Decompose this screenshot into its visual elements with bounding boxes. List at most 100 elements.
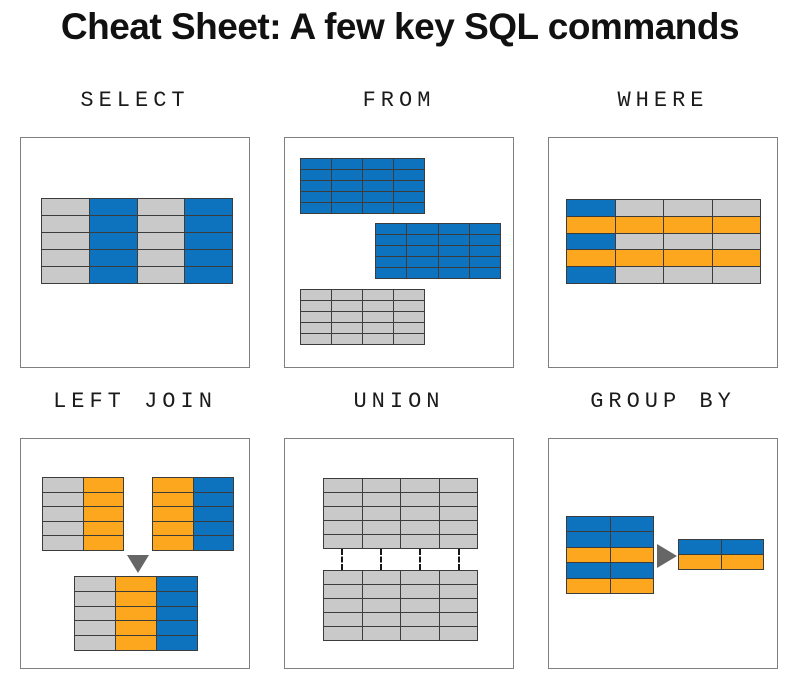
- table-cell: [324, 585, 363, 599]
- table-cell: [615, 267, 664, 284]
- table-cell: [362, 585, 401, 599]
- table-cell: [324, 493, 363, 507]
- table-cell: [362, 535, 401, 549]
- table-cell: [157, 636, 198, 651]
- table-cell: [137, 216, 186, 233]
- table-cell: [332, 203, 363, 214]
- dashed-connector: [341, 549, 343, 570]
- table-cell: [89, 250, 138, 267]
- table-cell: [332, 334, 363, 345]
- table-cell: [712, 200, 761, 217]
- table: [300, 158, 425, 214]
- table-cell: [116, 577, 157, 592]
- table-cell: [401, 521, 440, 535]
- table-cell: [394, 290, 425, 301]
- table-cell: [193, 492, 234, 508]
- table-cell: [83, 536, 124, 551]
- table-cell: [301, 203, 332, 214]
- table-cell: [363, 312, 394, 323]
- table-cell: [439, 535, 478, 549]
- table-cell: [363, 334, 394, 345]
- panel-label-union: UNION: [353, 389, 445, 414]
- table-cell: [664, 267, 713, 284]
- table-cell: [301, 170, 332, 181]
- table-cell: [153, 536, 194, 551]
- table-cell: [567, 250, 616, 268]
- table-cell: [394, 192, 425, 203]
- table-cell: [185, 267, 233, 284]
- table-cell: [324, 613, 363, 627]
- table-cell: [401, 627, 440, 641]
- table-cell: [157, 621, 198, 637]
- table: [152, 477, 234, 551]
- table-cell: [332, 301, 363, 312]
- arrow-right-icon: [657, 544, 677, 568]
- table-cell: [83, 492, 124, 508]
- table-cell: [363, 170, 394, 181]
- table-cell: [567, 216, 616, 234]
- table-cell: [185, 216, 233, 233]
- table-cell: [332, 181, 363, 192]
- arrow-down-icon: [127, 555, 149, 573]
- table-cell: [394, 312, 425, 323]
- table-cell: [332, 312, 363, 323]
- table-cell: [362, 627, 401, 641]
- table-cell: [439, 479, 478, 493]
- dashed-connector: [458, 549, 460, 570]
- table-cell: [43, 478, 84, 493]
- table-cell: [363, 301, 394, 312]
- table-cell: [469, 246, 501, 257]
- table-cell: [469, 235, 501, 246]
- table-cell: [376, 224, 408, 235]
- table-cell: [407, 257, 439, 268]
- panel-box-select: [20, 137, 250, 368]
- table-cell: [610, 547, 654, 564]
- table-cell: [332, 290, 363, 301]
- table-cell: [157, 606, 198, 622]
- table: [678, 539, 764, 570]
- table-cell: [363, 323, 394, 334]
- table-cell: [116, 621, 157, 637]
- table-cell: [712, 233, 761, 251]
- table-cell: [664, 233, 713, 251]
- table-cell: [75, 577, 116, 592]
- panel-label-from: FROM: [362, 88, 436, 113]
- table-cell: [567, 563, 611, 579]
- table-cell: [116, 591, 157, 607]
- table-cell: [301, 159, 332, 170]
- table-cell: [83, 521, 124, 537]
- table-cell: [89, 233, 138, 250]
- table-cell: [469, 224, 501, 235]
- table-cell: [567, 547, 611, 564]
- table-cell: [332, 192, 363, 203]
- table-cell: [363, 203, 394, 214]
- table-cell: [376, 257, 408, 268]
- table-cell: [712, 267, 761, 284]
- panel-box-group-by: [548, 438, 778, 669]
- panel-label-select: SELECT: [80, 88, 190, 113]
- table-cell: [664, 250, 713, 268]
- table-cell: [137, 267, 186, 284]
- table-cell: [153, 478, 194, 493]
- dashed-connector: [380, 549, 382, 570]
- table-cell: [438, 246, 470, 257]
- table-cell: [610, 563, 654, 579]
- table-cell: [567, 532, 611, 548]
- table-cell: [75, 606, 116, 622]
- table-cell: [615, 200, 664, 217]
- table-cell: [469, 268, 501, 279]
- table-cell: [89, 199, 138, 216]
- table-cell: [324, 507, 363, 521]
- table-cell: [157, 591, 198, 607]
- panel-label-where: WHERE: [617, 88, 709, 113]
- panel-box-left-join: [20, 438, 250, 669]
- table-cell: [43, 536, 84, 551]
- table-cell: [439, 571, 478, 585]
- table-cell: [567, 233, 616, 251]
- table-cell: [439, 585, 478, 599]
- table-cell: [332, 159, 363, 170]
- table-cell: [401, 571, 440, 585]
- table-cell: [401, 535, 440, 549]
- table-cell: [439, 599, 478, 613]
- table-cell: [439, 521, 478, 535]
